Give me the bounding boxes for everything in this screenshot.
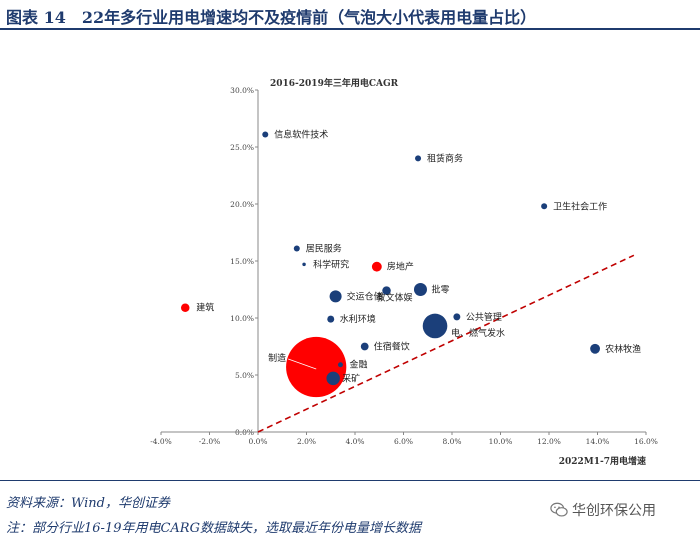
x-tick-labels: -4.0% -2.0% 0.0% 2.0% 4.0% 6.0% 8.0% 10.0% 12.0%… (150, 432, 658, 446)
title-divider (0, 28, 700, 30)
y-tick-label: 20.0% (230, 200, 254, 209)
y-tick-label: 5.0% (235, 371, 254, 380)
page-title: 图表 14 22年多行业用电增速均不及疫情前（气泡大小代表用电量占比） (6, 8, 537, 27)
point-label-水利环境: 水利环境 (340, 313, 376, 325)
bubble-采矿 (326, 371, 340, 386)
point-label-电、燃气发水: 电、燃气发水 (451, 327, 505, 339)
leader-line (288, 358, 317, 370)
source-note: 资料来源：Wind，华创证券 (6, 496, 170, 511)
point-label-租赁商务: 租赁商务 (427, 152, 463, 164)
bubble-住宿餐饮 (360, 342, 369, 351)
x-tick-label: 0.0% (248, 437, 267, 446)
y-tick-label: 25.0% (230, 143, 254, 152)
x-tick-label: 10.0% (489, 437, 513, 446)
point-label-公共管理: 公共管理 (466, 311, 502, 323)
x-tick-label: 14.0% (586, 437, 610, 446)
x-tick-label: 2.0% (297, 437, 316, 446)
y-tick-labels: 0.0%5.0%10.0%15.0%20.0%25.0%30.0% (230, 86, 258, 437)
bubble-公共管理 (453, 313, 461, 321)
bubble-交运仓储 (329, 290, 342, 303)
point-label-交运仓储: 交运仓储 (347, 290, 383, 302)
bubble-农林牧渔 (590, 343, 600, 354)
bubble-卫生社会工作 (541, 203, 548, 210)
point-label-金融: 金融 (349, 359, 367, 371)
point-label-建筑: 建筑 (196, 302, 214, 314)
bubble-房地产 (371, 261, 382, 272)
x-tick-label: -4.0% (150, 437, 172, 446)
x-axis-label: 2022M1-7用电增速 (559, 455, 646, 467)
x-tick-label: 6.0% (394, 437, 413, 446)
point-label-农林牧渔: 农林牧渔 (605, 343, 641, 355)
bubble-chart: 0.0%5.0%10.0%15.0%20.0%25.0%30.0% -4.0% -… (150, 77, 658, 467)
wechat-icon (550, 502, 568, 517)
x-tick-label: 4.0% (345, 437, 364, 446)
bubble-电、燃气发水 (422, 313, 448, 339)
bubble-科学研究 (302, 262, 306, 267)
point-label-卫生社会工作: 卫生社会工作 (553, 200, 607, 212)
bubble-教文体娱 (382, 286, 391, 295)
bubbles (180, 131, 600, 398)
footnote: 注：部分行业16-19年用电CARG数据缺失，选取最近年份电量增长数据 (6, 521, 421, 536)
point-label-批零: 批零 (431, 284, 449, 296)
footer-divider (0, 480, 700, 481)
point-label-信息软件技术: 信息软件技术 (274, 128, 328, 140)
bubble-建筑 (180, 303, 190, 313)
point-label-居民服务: 居民服务 (306, 242, 342, 254)
bubble-信息软件技术 (262, 131, 269, 138)
x-tick-label: 8.0% (442, 437, 461, 446)
x-tick-label: -2.0% (199, 437, 221, 446)
y-tick-label: 10.0% (230, 314, 254, 323)
x-tick-label: 12.0% (537, 437, 561, 446)
point-label-房地产: 房地产 (387, 261, 414, 273)
y-tick-label: 30.0% (230, 86, 254, 95)
bubble-水利环境 (327, 315, 335, 323)
y-tick-label: 15.0% (230, 257, 254, 266)
watermark: 华创环保公用 (550, 500, 656, 520)
y-axis-label: 2016-2019年三年用电CAGR (270, 77, 399, 89)
watermark-text: 华创环保公用 (572, 503, 656, 519)
point-label-科学研究: 科学研究 (313, 258, 349, 270)
point-label-住宿餐饮: 住宿餐饮 (374, 341, 410, 353)
x-tick-label: 16.0% (634, 437, 658, 446)
bubble-批零 (413, 282, 427, 297)
point-label-教文体娱: 教文体娱 (377, 292, 413, 304)
point-label-采矿: 采矿 (342, 372, 360, 384)
bubble-居民服务 (293, 245, 300, 252)
bubble-租赁商务 (415, 155, 422, 162)
bubble-金融 (337, 362, 343, 368)
bubble-制造 (286, 336, 347, 398)
point-label-制造: 制造 (268, 352, 286, 364)
